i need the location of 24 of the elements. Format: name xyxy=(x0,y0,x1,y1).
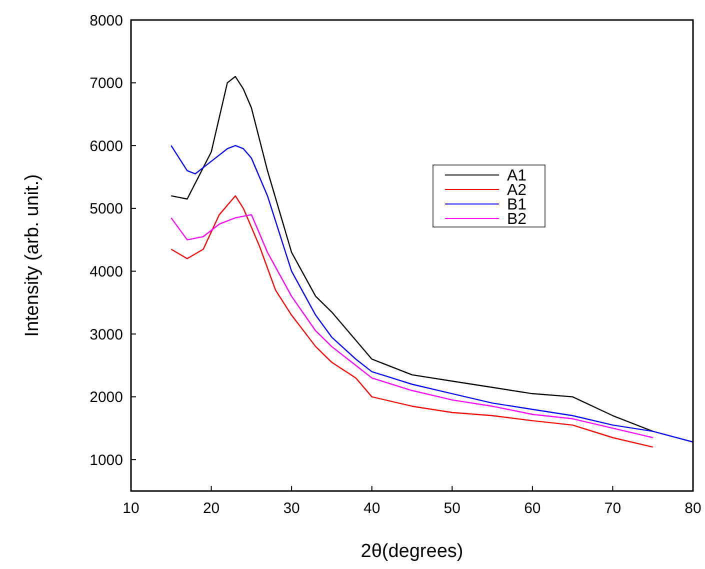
y-tick-label: 7000 xyxy=(90,75,123,92)
x-tick-label: 10 xyxy=(122,500,140,517)
x-tick-label: 60 xyxy=(524,500,541,517)
y-tick-label: 3000 xyxy=(90,326,123,344)
y-tick-label: 6000 xyxy=(90,138,123,155)
x-tick-label: 80 xyxy=(684,500,702,517)
x-tick-label: 40 xyxy=(364,500,380,517)
line-series xyxy=(170,76,654,432)
y-tick-label: 1000 xyxy=(90,452,123,469)
legend-label: A2 xyxy=(507,182,527,200)
legend-label: B1 xyxy=(507,196,527,214)
x-axis-title: 2θ(degrees) xyxy=(360,541,464,562)
x-tick-label: 50 xyxy=(444,500,460,517)
y-tick-label: 5000 xyxy=(90,200,123,218)
x-tick-label: 20 xyxy=(202,500,220,517)
x-tick-label: 30 xyxy=(283,500,300,517)
y-tick-label: 8000 xyxy=(90,12,123,30)
y-tick-label: 4000 xyxy=(90,263,123,280)
x-tick-label: 70 xyxy=(604,500,622,517)
legend-label: B2 xyxy=(507,211,527,228)
legend-label: A1 xyxy=(507,168,527,185)
y-tick-label: 2000 xyxy=(90,389,123,406)
y-axis-title: Intensity (arb. unit.) xyxy=(22,174,43,337)
line-series xyxy=(170,145,694,443)
